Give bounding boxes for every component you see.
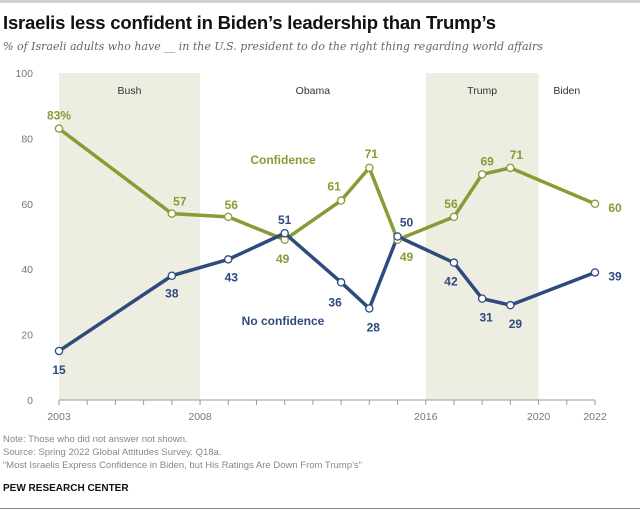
- data-label: 56: [225, 198, 239, 212]
- data-point: [365, 304, 374, 313]
- presidency-label-bush: Bush: [118, 85, 142, 97]
- data-label: 61: [327, 180, 341, 194]
- data-point: [449, 212, 459, 222]
- presidency-label-biden: Biden: [553, 85, 580, 97]
- line-chart: Bush Obama Trump Biden 0 20 40 60 80 100 2003 2008 2…: [15, 68, 622, 423]
- data-point: [280, 228, 289, 238]
- data-point: [167, 271, 177, 280]
- note: Note: Those who did not answer not shown…: [3, 434, 188, 445]
- data-point: [54, 124, 64, 133]
- data-label: 57: [173, 195, 187, 209]
- data-label: 50: [400, 216, 414, 230]
- chart-title: Israelis less confident in Biden’s leade…: [3, 12, 496, 33]
- data-label: 56: [444, 197, 458, 211]
- data-point: [477, 170, 487, 179]
- data-point: [477, 294, 487, 303]
- data-label: 51: [278, 213, 292, 227]
- data-label: 31: [479, 311, 493, 325]
- data-label: 71: [365, 147, 379, 161]
- data-label: 83%: [47, 109, 71, 123]
- series-label-confidence: Confidence: [250, 153, 316, 167]
- data-label: 69: [480, 154, 494, 168]
- data-point: [449, 258, 459, 267]
- y-tick-label: 20: [21, 330, 33, 342]
- data-label: 43: [225, 270, 239, 284]
- data-point: [336, 196, 346, 205]
- data-label: 39: [608, 269, 622, 283]
- source: Source: Spring 2022 Global Attitudes Sur…: [3, 447, 222, 458]
- y-tick-label: 80: [21, 133, 33, 145]
- data-label: 36: [328, 295, 342, 309]
- data-point: [224, 255, 233, 264]
- data-label: 49: [276, 252, 290, 266]
- data-point: [590, 199, 600, 209]
- data-label: 42: [444, 275, 458, 289]
- data-label: 38: [165, 287, 179, 301]
- data-point: [224, 212, 233, 222]
- data-label: 28: [367, 320, 381, 334]
- data-point: [167, 209, 177, 218]
- x-tick-label: 2008: [188, 411, 212, 423]
- presidency-label-obama: Obama: [296, 85, 331, 97]
- x-tick-label: 2016: [414, 411, 438, 423]
- x-tick-label: 2022: [583, 411, 607, 423]
- y-tick-label: 60: [21, 199, 33, 211]
- report-title: “Most Israelis Express Confidence in Bid…: [3, 460, 362, 471]
- y-tick-label: 0: [27, 395, 33, 407]
- data-point: [365, 163, 374, 173]
- data-label: 29: [509, 317, 523, 331]
- y-tick-label: 40: [21, 264, 33, 276]
- presidency-band-bush: [59, 73, 201, 400]
- y-tick-label: 100: [15, 68, 33, 80]
- data-label: 15: [52, 363, 66, 377]
- brand: PEW RESEARCH CENTER: [3, 483, 129, 494]
- x-tick-label: 2003: [47, 411, 71, 423]
- data-label: 71: [510, 148, 524, 162]
- x-tick-label: 2020: [527, 411, 551, 423]
- data-point: [506, 163, 515, 173]
- bottom-rule: [0, 508, 640, 509]
- series-label-no-confidence: No confidence: [242, 314, 325, 328]
- presidency-label-trump: Trump: [467, 85, 497, 97]
- data-point: [506, 300, 515, 310]
- data-point: [54, 346, 64, 356]
- data-label: 49: [400, 250, 414, 264]
- top-rule: [0, 0, 640, 3]
- data-point: [590, 268, 600, 277]
- data-label: 60: [608, 201, 622, 215]
- data-point: [393, 232, 402, 241]
- chart-subtitle: % of Israeli adults who have __ in the U…: [3, 40, 543, 53]
- presidency-band-trump: [425, 73, 539, 400]
- data-point: [336, 278, 346, 287]
